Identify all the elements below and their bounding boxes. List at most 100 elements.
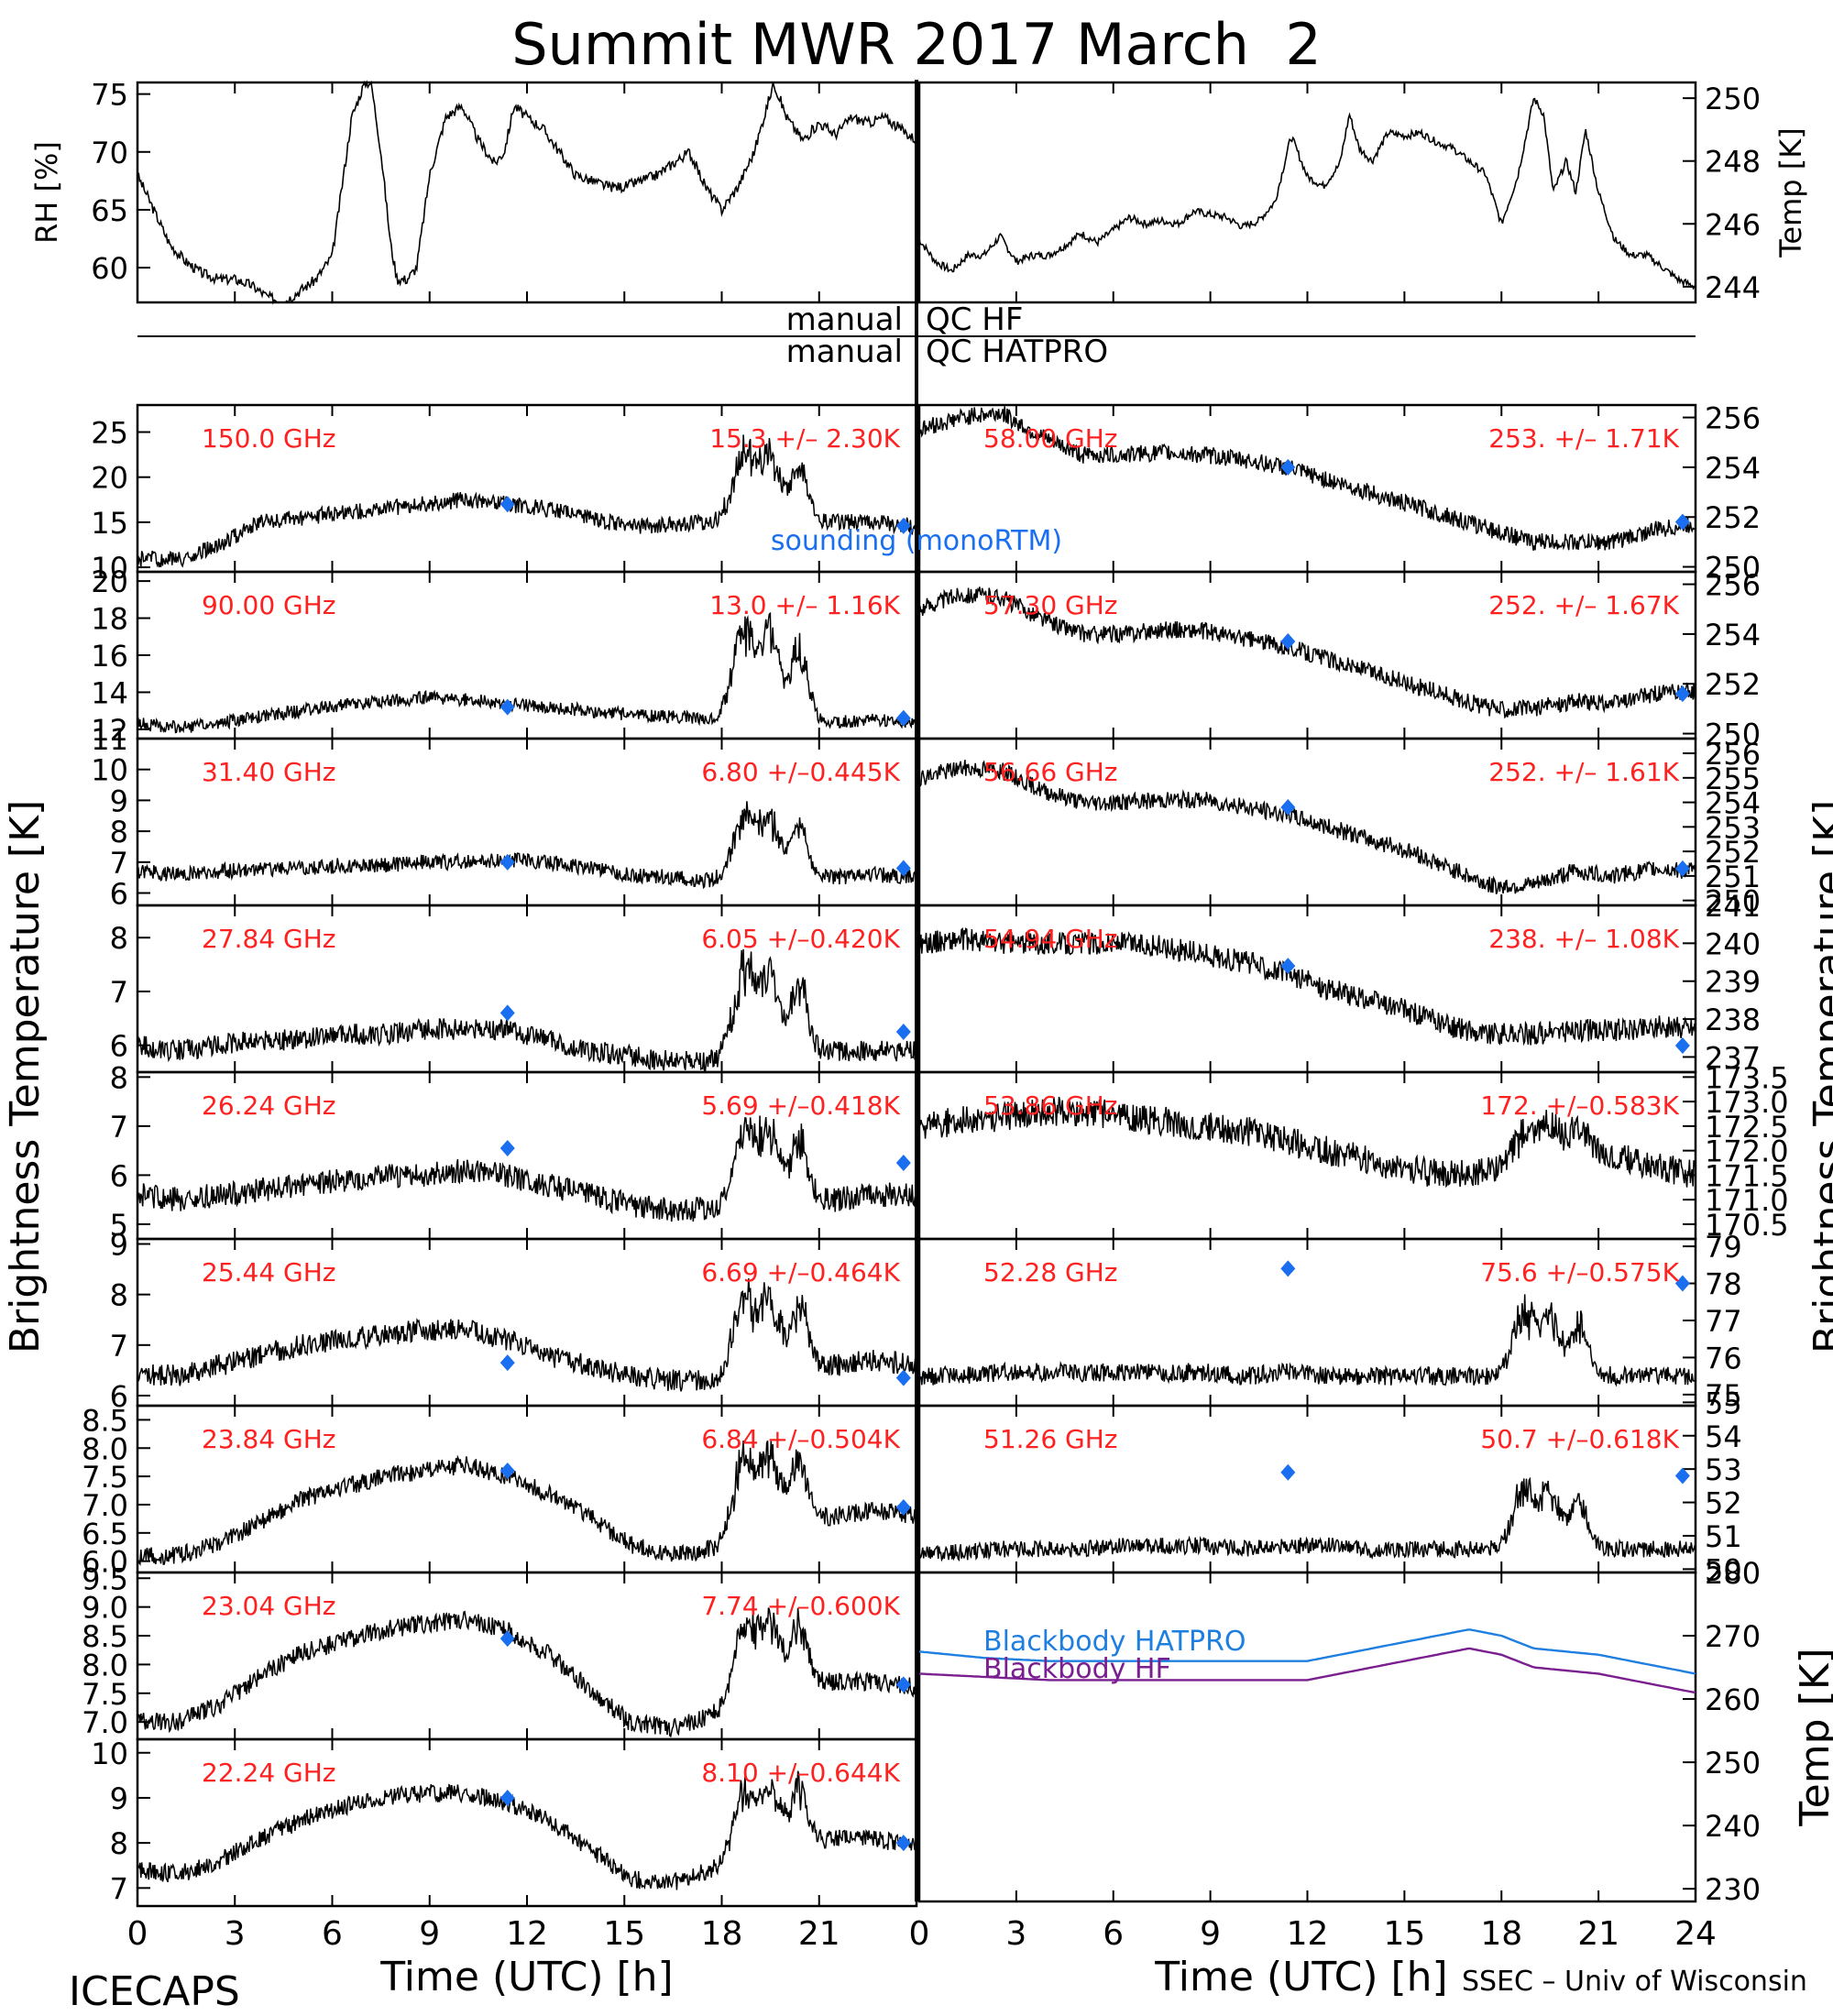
ch-r3-ytick-label: 238	[1705, 1003, 1761, 1037]
ch-r4-stats-label: 172. +/–0.583K	[1480, 1090, 1679, 1121]
ch-l4-freq-label: 26.24 GHz	[202, 1090, 336, 1121]
ch-l3-series-line	[137, 948, 917, 1073]
ch-l2-sounding-point	[895, 860, 911, 877]
ch-r1-series-line	[918, 586, 1696, 719]
ch-l7-ytick-label: 8.5	[82, 1619, 128, 1654]
ch-l7-ytick-label: 7.5	[82, 1677, 128, 1712]
ch-r3-stats-label: 238. +/– 1.08K	[1488, 924, 1679, 954]
xtick-label-left: 18	[701, 1915, 743, 1953]
xtick-label-left: 21	[798, 1915, 840, 1953]
ch-l6-ytick-label: 7.5	[82, 1460, 128, 1495]
rh-panel: 60 65 70 75 RH [%]	[29, 78, 918, 305]
x-axes: 0 3 6 9 12 15 18 21 0 3 6 9 12 15 18 21 24	[127, 1915, 1717, 1953]
ch-l5-sounding-point	[895, 1369, 911, 1386]
channel-panel-r0: 250 252 254 256 58.00 GHz 253. +/– 1.71K	[917, 401, 1761, 586]
channel-panel-l4: 5 6 7 8 26.24 GHz 5.69 +/–0.418K	[110, 1060, 918, 1243]
ch-l4-series-line	[137, 1115, 917, 1222]
ch-l1-series-line	[137, 611, 917, 734]
ch-r5-ytick-label: 75	[1705, 1378, 1742, 1413]
bb-ytick-label: 230	[1705, 1872, 1761, 1907]
temp-ylabel: Temp [K]	[1773, 127, 1808, 257]
ch-l7-ytick-label: 8.0	[82, 1648, 128, 1682]
ch-r6-ytick-label: 55	[1705, 1386, 1742, 1420]
ch-r4-ytick-label: 173.5	[1705, 1060, 1789, 1095]
ch-l2-ytick-label: 8	[110, 815, 128, 849]
channel-panel-l7: 7.07.58.08.59.09.5 23.04 GHz 7.74 +/–0.600…	[82, 1561, 918, 1741]
ch-l8-freq-label: 22.24 GHz	[202, 1758, 336, 1788]
ch-l3-freq-label: 27.84 GHz	[202, 924, 336, 954]
ch-l2-ytick-label: 9	[110, 783, 128, 818]
ch-l0-stats-label: 15.3 +/– 2.30K	[709, 423, 900, 454]
ch-l7-ytick-label: 9.0	[82, 1591, 128, 1626]
ch-r0-sounding-point	[1280, 458, 1296, 476]
ch-l1-ytick-label: 16	[91, 639, 128, 674]
ch-l4-ytick-label: 8	[110, 1060, 128, 1095]
ch-r3-sounding-point	[1674, 1037, 1690, 1055]
ch-l7-ytick-label: 9.5	[82, 1561, 128, 1596]
rh-ytick-label: 65	[91, 193, 128, 228]
ch-r2-ytick-label: 256	[1705, 737, 1761, 772]
ch-l6-ytick-label: 6.5	[82, 1517, 128, 1551]
ch-r4-ytick-label: 173.0	[1705, 1085, 1789, 1120]
ch-r5-ytick-label: 76	[1705, 1341, 1742, 1375]
ch-l0-ytick-label: 20	[91, 461, 128, 496]
ch-l5-freq-label: 25.44 GHz	[202, 1257, 336, 1287]
temp-ytick-label: 246	[1705, 207, 1761, 242]
ch-r4-ytick-label: 172.0	[1705, 1134, 1789, 1169]
ch-l8-stats-label: 8.10 +/–0.644K	[701, 1758, 900, 1788]
ch-r2-ytick-label: 254	[1705, 786, 1761, 821]
ch-r4-freq-label: 53.86 GHz	[983, 1090, 1118, 1121]
rh-ytick-label: 75	[91, 78, 128, 113]
ch-l2-ytick-label: 7	[110, 846, 128, 881]
ch-l3-ytick-label: 8	[110, 921, 128, 956]
ch-r6-sounding-point	[1280, 1463, 1296, 1481]
ch-l0-ytick-label: 10	[91, 551, 128, 586]
qc-hf-label: QC HF	[926, 301, 1023, 338]
ch-l7-freq-label: 23.04 GHz	[202, 1591, 336, 1621]
channel-panel-l5: 6 7 8 9 25.44 GHz 6.69 +/–0.464K	[110, 1228, 918, 1414]
ch-l6-ytick-label: 8.0	[82, 1431, 128, 1466]
ch-l7-stats-label: 7.74 +/–0.600K	[701, 1591, 900, 1621]
qc-hatpro-label: QC HATPRO	[926, 334, 1108, 370]
xtick-label-right: 15	[1383, 1915, 1425, 1953]
ch-l5-ytick-label: 7	[110, 1329, 128, 1364]
ch-l7-sounding-point	[499, 1630, 515, 1648]
ch-l1-stats-label: 13.0 +/– 1.16K	[709, 590, 900, 620]
ch-r6-ytick-label: 50	[1705, 1552, 1742, 1587]
bb-ytick-label: 270	[1705, 1619, 1761, 1654]
xlabel-right: Time (UTC) [h]	[1154, 1954, 1447, 2000]
ch-l1-ytick-label: 14	[91, 675, 128, 710]
bb-series-line-0	[918, 1628, 1696, 1675]
ch-r3-ytick-label: 241	[1705, 889, 1761, 924]
ch-r0-sounding-point	[1674, 513, 1690, 531]
ch-l0-freq-label: 150.0 GHz	[202, 423, 336, 454]
rh-series-line	[137, 79, 917, 305]
ch-r6-ytick-label: 51	[1705, 1519, 1742, 1554]
ch-l5-sounding-point	[499, 1354, 515, 1372]
ch-l2-sounding-point	[499, 853, 515, 871]
ch-r6-ytick-label: 52	[1705, 1486, 1742, 1521]
ch-l5-ytick-label: 9	[110, 1228, 128, 1263]
ch-r0-freq-label: 58.00 GHz	[983, 423, 1118, 454]
blackbody-panel: 230 240 250 260 270 280 Blackbody HATPROBlackb…	[917, 1556, 1833, 1907]
ch-r3-series-line	[918, 927, 1696, 1046]
ch-r1-sounding-point	[1674, 685, 1690, 703]
ch-l4-sounding-point	[499, 1139, 515, 1156]
temp-ytick-label: 248	[1705, 145, 1761, 180]
channel-panel-l6: 6.06.57.07.58.08.5 23.84 GHz 6.84 +/–0.504…	[82, 1403, 918, 1580]
ch-r3-freq-label: 54.94 GHz	[983, 924, 1118, 954]
ch-r1-ytick-label: 250	[1705, 718, 1761, 752]
ch-r1-ytick-label: 254	[1705, 618, 1761, 652]
ch-l3-ytick-label: 6	[110, 1029, 128, 1064]
ch-l6-series-line	[137, 1440, 917, 1567]
ch-r2-ytick-label: 250	[1705, 884, 1761, 919]
ch-l8-ytick-label: 10	[91, 1737, 128, 1771]
ch-l4-ytick-label: 6	[110, 1158, 128, 1193]
bb-ytick-label: 240	[1705, 1809, 1761, 1844]
xtick-label-left: 0	[127, 1915, 148, 1953]
